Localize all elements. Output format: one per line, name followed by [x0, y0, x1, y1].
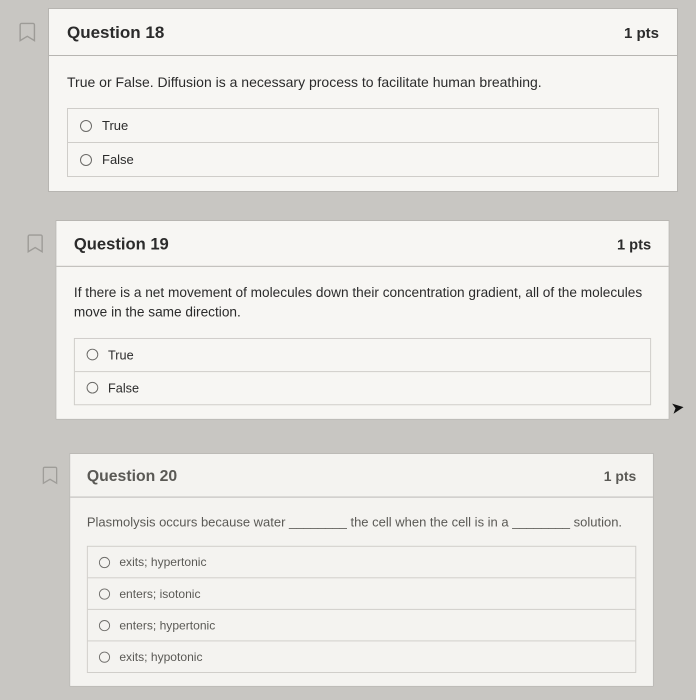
answer-option[interactable]: exits; hypertonic	[88, 547, 636, 579]
answer-option[interactable]: enters; isotonic	[88, 578, 636, 610]
answer-label: False	[102, 152, 134, 167]
bookmark-icon[interactable]	[42, 466, 59, 485]
question-block: Question 18 1 pts True or False. Diffusi…	[8, 8, 678, 192]
answer-label: False	[108, 381, 139, 396]
answer-option[interactable]: True	[68, 109, 658, 143]
answer-option[interactable]: False	[68, 143, 658, 176]
radio-icon	[99, 588, 110, 599]
answer-option[interactable]: True	[75, 339, 650, 372]
question-title: Question 18	[67, 23, 164, 43]
answer-label: enters; isotonic	[119, 587, 200, 601]
answer-label: True	[102, 118, 128, 133]
flag-column	[32, 453, 69, 485]
question-header: Question 19 1 pts	[56, 221, 668, 267]
question-title: Question 19	[74, 235, 169, 255]
question-prompt: True or False. Diffusion is a necessary …	[67, 72, 659, 92]
answer-label: enters; hypertonic	[119, 618, 215, 632]
question-header: Question 20 1 pts	[70, 454, 653, 498]
question-card: Question 18 1 pts True or False. Diffusi…	[48, 8, 678, 192]
question-prompt: Plasmolysis occurs because water _______…	[87, 512, 636, 531]
question-body: If there is a net movement of molecules …	[56, 267, 668, 419]
answer-option[interactable]: exits; hypotonic	[88, 642, 636, 673]
answer-label: exits; hypertonic	[119, 555, 206, 569]
flag-column	[16, 220, 55, 253]
question-points: 1 pts	[604, 468, 636, 484]
radio-icon	[99, 557, 110, 568]
question-points: 1 pts	[617, 236, 651, 253]
question-points: 1 pts	[624, 25, 659, 42]
answer-label: exits; hypotonic	[119, 650, 202, 664]
question-body: True or False. Diffusion is a necessary …	[49, 56, 677, 191]
answer-option[interactable]: False	[75, 372, 650, 404]
cursor-icon: ➤	[669, 397, 685, 419]
radio-icon	[99, 620, 110, 631]
answer-list: True False	[67, 108, 659, 177]
radio-icon	[87, 349, 99, 361]
radio-icon	[80, 154, 92, 166]
bookmark-icon[interactable]	[27, 234, 45, 254]
question-header: Question 18 1 pts	[49, 9, 677, 56]
answer-option[interactable]: enters; hypertonic	[88, 610, 636, 642]
radio-icon	[80, 120, 92, 132]
flag-column	[8, 8, 48, 42]
answer-list: exits; hypertonic enters; isotonic enter…	[87, 546, 636, 673]
answer-label: True	[108, 348, 134, 363]
question-block: Question 19 1 pts If there is a net move…	[16, 220, 669, 419]
bookmark-icon[interactable]	[19, 22, 37, 42]
radio-icon	[99, 651, 110, 662]
answer-list: True False	[74, 338, 651, 405]
question-prompt: If there is a net movement of molecules …	[74, 283, 651, 323]
question-card: Question 19 1 pts If there is a net move…	[55, 220, 669, 419]
question-title: Question 20	[87, 467, 177, 486]
question-block: Question 20 1 pts Plasmolysis occurs bec…	[32, 453, 654, 687]
question-body: Plasmolysis occurs because water _______…	[70, 497, 653, 686]
radio-icon	[87, 382, 99, 394]
question-card: Question 20 1 pts Plasmolysis occurs bec…	[69, 453, 654, 687]
